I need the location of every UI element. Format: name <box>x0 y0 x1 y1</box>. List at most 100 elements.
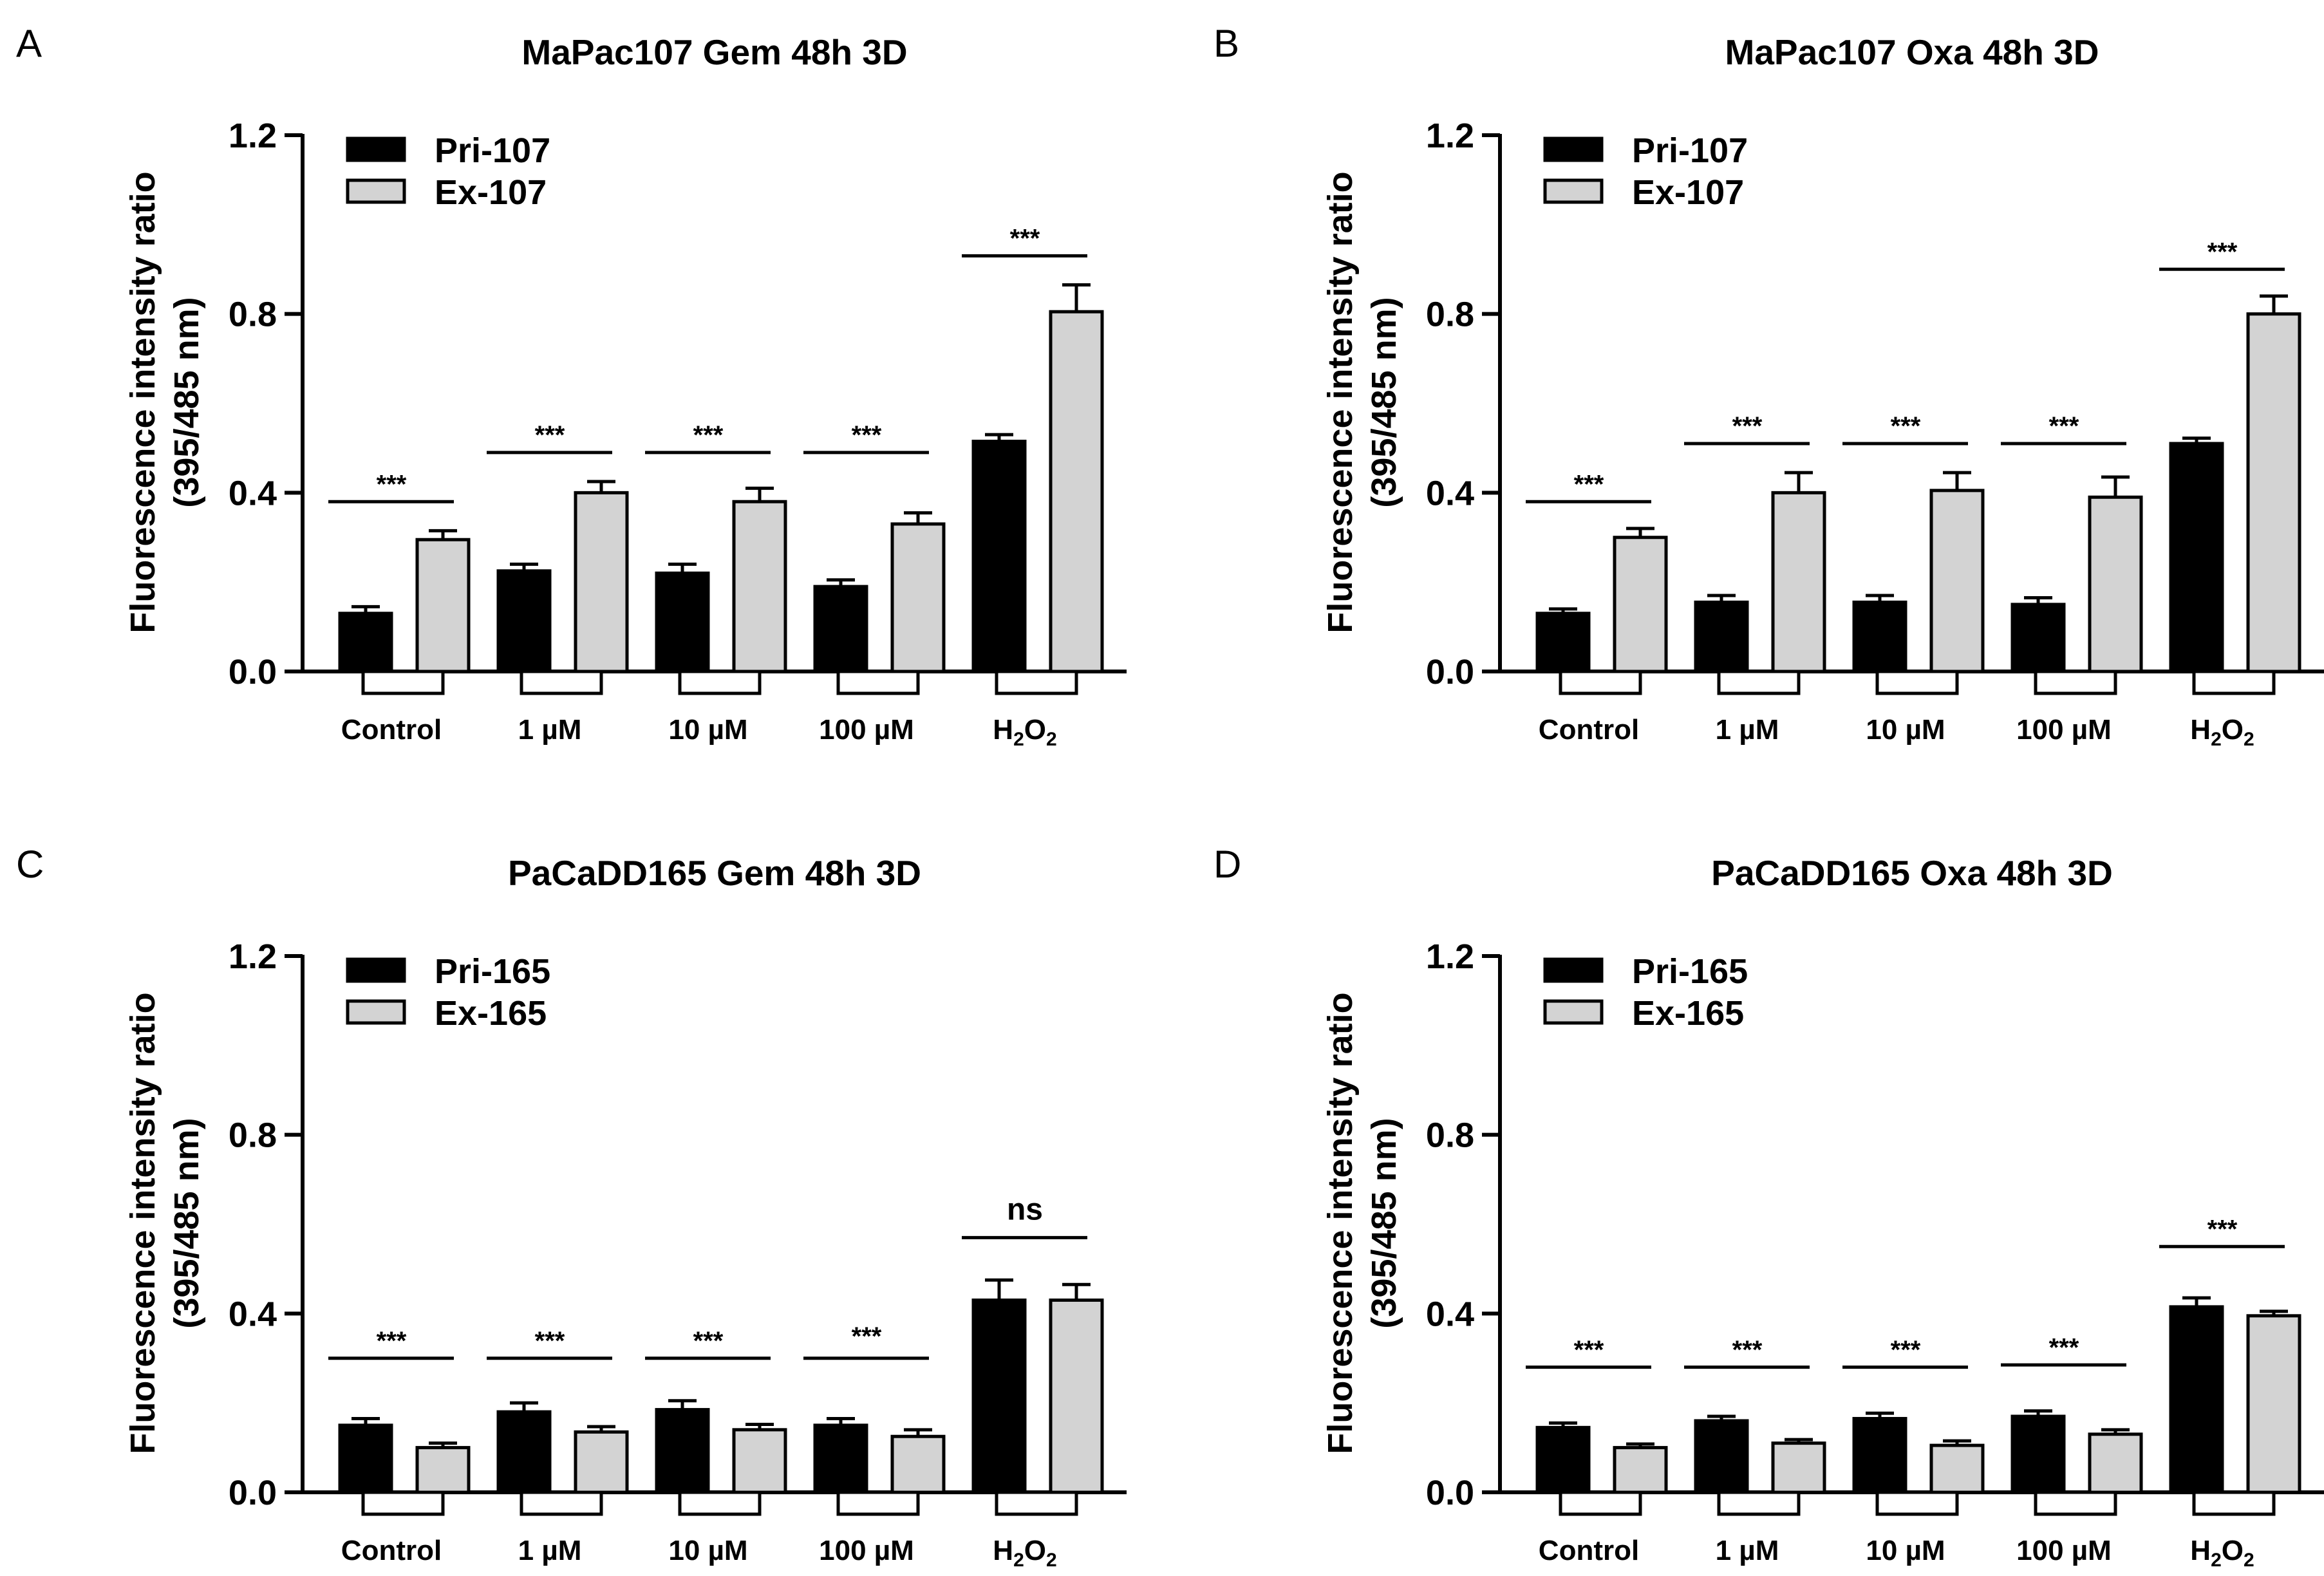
x-tick-label: H2O2 <box>993 1535 1056 1571</box>
group-bracket <box>2034 670 2117 695</box>
bar-primary <box>1852 1416 1907 1494</box>
chart-title: PaCaDD165 Oxa 48h 3D <box>1711 853 2113 893</box>
group-bracket <box>1559 670 1642 695</box>
y-axis-label: Fluorescence intensity ratio <box>1321 171 1360 633</box>
significance-marker: *** <box>1732 412 1763 440</box>
legend-label: Ex-107 <box>1632 173 1744 212</box>
x-tick-label: 100 µM <box>2016 714 2112 746</box>
bar-primary <box>1694 600 1749 673</box>
y-tick-label: 1.2 <box>229 937 277 976</box>
x-tick-label: Control <box>1539 1535 1639 1566</box>
legend-label: Pri-107 <box>1632 131 1748 170</box>
group-bracket <box>836 1490 920 1516</box>
x-tick-label: 10 µM <box>1866 714 1945 746</box>
significance-marker: *** <box>1574 470 1604 498</box>
significance-marker: *** <box>2049 412 2079 440</box>
group-bracket <box>361 1490 445 1516</box>
significance-marker: *** <box>535 421 565 449</box>
bar-extra <box>890 1434 946 1494</box>
panel-C: C PaCaDD165 Gem 48h 3D Fluorescence intens… <box>16 843 1127 1571</box>
x-tick-label: H2O2 <box>993 714 1056 750</box>
panel-label: D <box>1214 843 1241 886</box>
bar-extra <box>890 522 946 673</box>
significance-marker: *** <box>535 1327 565 1355</box>
legend-swatch <box>346 178 406 204</box>
group-bracket <box>361 670 445 695</box>
x-tick-label: 1 µM <box>1716 714 1779 746</box>
bar-extra <box>2088 1432 2143 1494</box>
group-bracket <box>1875 670 1959 695</box>
x-tick-label: Control <box>341 714 442 746</box>
panel-label: B <box>1214 22 1239 65</box>
y-tick-label: 1.2 <box>1426 117 1474 155</box>
bar-extra <box>1929 1443 1985 1494</box>
group-bracket <box>520 670 603 695</box>
bar-extra <box>732 500 787 673</box>
chart-title: MaPac107 Gem 48h 3D <box>521 32 907 72</box>
bar-primary <box>496 569 552 673</box>
y-axis-label-unit: (395/485 nm) <box>1365 1118 1403 1328</box>
legend-swatch <box>346 999 406 1025</box>
bar-extra <box>574 1430 629 1494</box>
bar-extra <box>732 1428 787 1494</box>
bar-primary <box>2010 603 2066 673</box>
bar-primary <box>2169 442 2224 673</box>
bar-primary <box>1535 1425 1591 1494</box>
group-bracket <box>1717 1490 1801 1516</box>
bar-extra <box>1929 489 1985 673</box>
y-tick-label: 0.0 <box>229 1474 277 1512</box>
x-tick-label: 100 µM <box>2016 1535 2112 1566</box>
y-axis-label-unit: (395/485 nm) <box>1365 297 1403 507</box>
legend-swatch <box>1543 136 1604 162</box>
x-tick-label: 10 µM <box>668 714 747 746</box>
bar-extra <box>1613 1446 1668 1494</box>
legend-label: Ex-165 <box>1632 994 1744 1033</box>
bar-primary <box>813 1423 868 1494</box>
y-tick-label: 0.0 <box>1426 653 1474 691</box>
bar-extra <box>415 538 471 673</box>
significance-marker: *** <box>1732 1336 1763 1364</box>
group-bracket <box>1875 1490 1959 1516</box>
bar-extra <box>1771 1441 1826 1494</box>
x-tick-label: H2O2 <box>2190 1535 2254 1571</box>
panel-label: A <box>16 22 42 65</box>
x-tick-label: 1 µM <box>1716 1535 1779 1566</box>
y-axis-label: Fluorescence intensity ratio <box>1321 992 1360 1454</box>
legend-label: Pri-165 <box>435 952 550 991</box>
bar-extra <box>1613 536 1668 673</box>
panel-D: D PaCaDD165 Oxa 48h 3D Fluorescence intens… <box>1214 843 2324 1571</box>
legend-swatch <box>346 136 406 162</box>
y-tick-label: 0.4 <box>229 1295 277 1333</box>
significance-marker: *** <box>693 1327 724 1355</box>
x-tick-label: 100 µM <box>819 1535 914 1566</box>
bar-extra <box>1771 491 1826 673</box>
y-tick-label: 0.8 <box>1426 1116 1474 1155</box>
y-axis-label-unit: (395/485 nm) <box>167 297 206 507</box>
significance-marker: *** <box>693 421 724 449</box>
bar-extra <box>2246 312 2301 673</box>
group-bracket <box>520 1490 603 1516</box>
group-bracket <box>2192 670 2276 695</box>
bar-extra <box>415 1446 471 1494</box>
bar-extra <box>2246 1314 2301 1494</box>
bar-primary <box>1852 600 1907 673</box>
group-bracket <box>836 670 920 695</box>
significance-marker: ns <box>1007 1193 1043 1227</box>
chart-title: PaCaDD165 Gem 48h 3D <box>508 853 921 893</box>
bar-extra <box>574 491 629 673</box>
x-tick-label: 1 µM <box>518 1535 582 1566</box>
panel-B: B MaPac107 Oxa 48h 3D Fluorescence intensi… <box>1214 22 2324 750</box>
group-bracket <box>995 1490 1078 1516</box>
group-bracket <box>2192 1490 2276 1516</box>
significance-marker: *** <box>2207 238 2238 266</box>
significance-marker: *** <box>852 1322 882 1351</box>
significance-marker: *** <box>2207 1215 2238 1243</box>
legend-swatch <box>1543 999 1604 1025</box>
group-bracket <box>995 670 1078 695</box>
panel-A: A MaPac107 Gem 48h 3D Fluorescence intensi… <box>16 22 1127 750</box>
group-bracket <box>1717 670 1801 695</box>
bar-primary <box>971 440 1027 673</box>
bar-extra <box>1049 1299 1104 1494</box>
y-tick-label: 1.2 <box>1426 937 1474 976</box>
